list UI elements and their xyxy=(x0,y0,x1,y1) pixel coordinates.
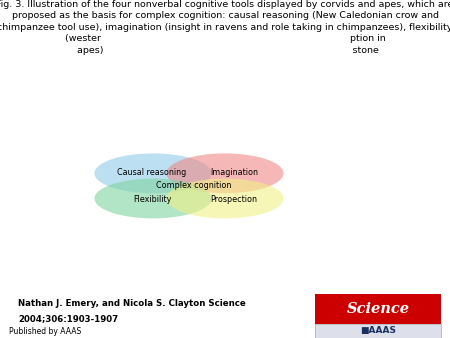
Text: Published by AAAS: Published by AAAS xyxy=(9,327,81,336)
Ellipse shape xyxy=(166,178,284,218)
Text: Nathan J. Emery, and Nicola S. Clayton Science: Nathan J. Emery, and Nicola S. Clayton S… xyxy=(18,299,246,308)
Text: Fig. 3. Illustration of the four nonverbal cognitive tools displayed by corvids : Fig. 3. Illustration of the four nonverb… xyxy=(0,0,450,55)
Ellipse shape xyxy=(94,153,212,193)
Text: Science: Science xyxy=(346,302,410,316)
Ellipse shape xyxy=(94,178,212,218)
Text: 2004;306:1903-1907: 2004;306:1903-1907 xyxy=(18,314,118,323)
FancyBboxPatch shape xyxy=(315,324,441,338)
Text: Complex cognition: Complex cognition xyxy=(156,182,231,190)
Text: Imagination: Imagination xyxy=(210,168,258,177)
Ellipse shape xyxy=(166,153,284,193)
Text: Prospection: Prospection xyxy=(211,195,257,203)
Text: Causal reasoning: Causal reasoning xyxy=(117,168,187,177)
FancyBboxPatch shape xyxy=(315,294,441,324)
Text: ■AAAS: ■AAAS xyxy=(360,327,396,335)
Text: Flexibility: Flexibility xyxy=(133,195,171,203)
